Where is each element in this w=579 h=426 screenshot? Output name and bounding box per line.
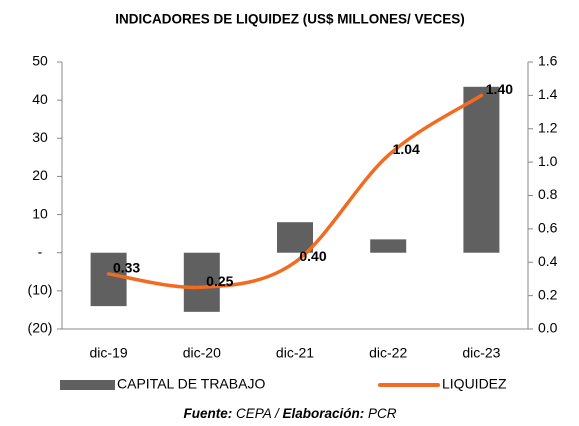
y-tick-label: -: [38, 243, 43, 259]
y2-tick-label: 1.4: [538, 86, 558, 102]
y2-tick-label: 0.2: [538, 286, 558, 302]
data-label: 0.25: [206, 273, 233, 289]
source-part: CEPA /: [232, 406, 282, 421]
x-tick-label: dic-21: [276, 345, 314, 361]
y-tick-label: 10: [32, 205, 48, 221]
line: [106, 93, 484, 290]
legend-label: LIQUIDEZ: [442, 376, 507, 392]
y-tick-label: 30: [32, 129, 48, 145]
chart-title: INDICADORES DE LIQUIDEZ (US$ MILLONES/ V…: [115, 12, 465, 27]
bar: [370, 239, 407, 253]
data-label: 1.40: [486, 81, 513, 97]
y2-tick-label: 0.6: [538, 220, 558, 236]
source-note: Fuente: CEPA / Elaboración: PCR: [183, 406, 396, 421]
y2-tick-label: 0.8: [538, 186, 558, 202]
y2-tick-label: 1.0: [538, 153, 558, 169]
source-part: PCR: [364, 406, 397, 421]
x-tick-label: dic-20: [183, 345, 221, 361]
bar: [463, 86, 500, 253]
bar: [277, 222, 313, 253]
data-label: 1.04: [393, 141, 420, 157]
y-tick-label: (10): [28, 282, 53, 298]
x-tick-label: dic-22: [369, 345, 407, 361]
y2-tick-label: 0.4: [538, 253, 558, 269]
y2-tick-label: 1.2: [538, 119, 558, 135]
x-tick-label: dic-23: [462, 345, 500, 361]
data-label: 0.40: [299, 248, 326, 264]
legend-swatch: [60, 380, 115, 390]
x-tick-label: dic-19: [90, 345, 128, 361]
bar: [183, 252, 220, 312]
y-tick-label: (20): [28, 320, 53, 336]
source-part: Fuente:: [183, 406, 232, 421]
y-tick-label: 50: [32, 53, 48, 69]
source-part: Elaboración:: [282, 406, 364, 421]
y2-tick-label: 1.6: [538, 53, 558, 69]
legend-label: CAPITAL DE TRABAJO: [117, 376, 265, 392]
y-tick-label: 40: [32, 91, 48, 107]
y-tick-label: 20: [32, 167, 48, 183]
y2-tick-label: 0.0: [538, 320, 558, 336]
bar: [90, 252, 127, 307]
data-label: 0.33: [113, 260, 140, 276]
